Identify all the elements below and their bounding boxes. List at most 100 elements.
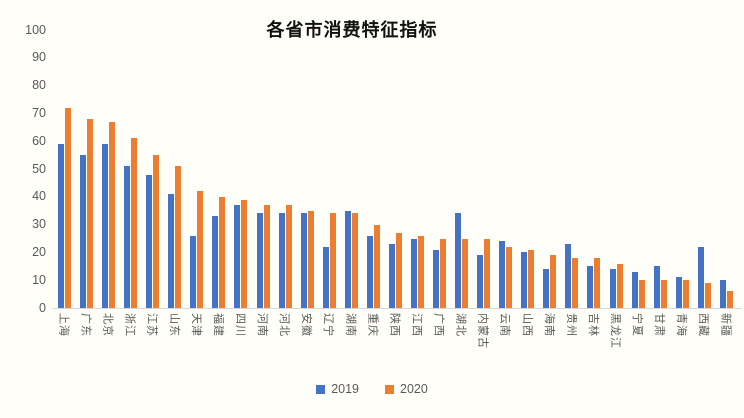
bar-2019: [124, 166, 131, 308]
bar-2019: [190, 235, 197, 308]
bar-2020: [528, 249, 535, 308]
x-axis-category-label: 甘肃: [653, 313, 666, 337]
bar-2020: [726, 291, 733, 308]
bar-2020: [462, 238, 469, 308]
x-axis-category-label: 辽宁: [322, 313, 335, 337]
bar-2019: [587, 266, 594, 308]
legend-swatch-2020: [385, 384, 394, 394]
y-axis-tick-label: 60: [32, 133, 46, 148]
bar-2020: [109, 121, 116, 308]
x-axis-category-label: 安徽: [300, 313, 313, 337]
x-axis-category-label: 山东: [167, 313, 180, 337]
bar-2019: [102, 143, 109, 308]
bar-2020: [440, 238, 447, 308]
bar-2019: [455, 213, 462, 308]
bar-2019: [234, 205, 241, 308]
bar-2019: [433, 249, 440, 308]
x-axis-category-label: 上海: [57, 313, 70, 337]
x-axis-category-label: 福建: [211, 313, 224, 337]
bar-2019: [388, 244, 395, 308]
bar-2019: [477, 255, 484, 308]
bar-2020: [65, 107, 71, 308]
x-axis-category-label: 北京: [101, 313, 114, 337]
x-axis-category-label: 四川: [233, 313, 246, 337]
bar-2019: [344, 210, 351, 308]
bar-2019: [212, 216, 219, 308]
x-axis-category-label: 贵州: [564, 313, 577, 337]
x-axis-category-label: 吉林: [586, 313, 599, 337]
bar-2019: [697, 246, 704, 308]
x-axis-category-label: 海南: [542, 313, 555, 337]
x-axis-category-label: 湖北: [454, 313, 467, 337]
bar-2019: [499, 241, 506, 308]
y-axis-tick-label: 80: [32, 78, 46, 93]
bar-2020: [594, 257, 601, 308]
bar-2019: [80, 155, 87, 308]
bar-2020: [197, 191, 204, 308]
bar-2019: [675, 277, 682, 308]
legend: 2019 2020: [0, 382, 744, 396]
x-axis-category-label: 西藏: [697, 313, 710, 337]
bar-2019: [609, 269, 616, 308]
y-axis-tick-label: 50: [32, 161, 46, 176]
x-axis-category-label: 山西: [520, 313, 533, 337]
x-axis-category-label: 青海: [675, 313, 688, 337]
x-axis-category-label: 广西: [432, 313, 445, 337]
y-axis-tick-label: 30: [32, 217, 46, 232]
bar-2020: [373, 224, 380, 308]
chart-title: 各省市消费特征指标: [266, 20, 438, 40]
bar-2020: [616, 263, 623, 308]
bar-2019: [521, 252, 528, 308]
x-axis-category-label: 江西: [410, 313, 423, 337]
x-axis-category-label: 陕西: [388, 313, 401, 337]
bar-2020: [550, 255, 557, 308]
legend-swatch-2019: [316, 384, 326, 394]
y-axis-tick-label: 10: [32, 272, 46, 287]
x-axis-category-label: 河南: [256, 313, 269, 337]
bar-2020: [219, 196, 226, 308]
x-axis-category-label: 浙江: [123, 313, 136, 337]
bar-2020: [285, 205, 292, 308]
bar-2020: [87, 118, 94, 308]
y-axis-tick-label: 0: [39, 300, 46, 315]
bar-2019: [58, 143, 64, 308]
bar-2019: [410, 238, 417, 308]
bar-2020: [704, 282, 711, 308]
x-axis-category-label: 新疆: [719, 313, 732, 337]
bar-2019: [278, 213, 285, 308]
bar-2020: [329, 213, 336, 308]
legend-label: 2020: [400, 382, 428, 396]
x-axis-category-label: 河北: [278, 313, 291, 337]
bar-2019: [631, 271, 638, 308]
bar-2020: [241, 199, 248, 308]
legend-item-2020: 2020: [385, 382, 428, 396]
bar-2020: [572, 257, 579, 308]
bar-2020: [351, 213, 358, 308]
x-axis-category-label: 广东: [79, 313, 92, 337]
bar-2020: [506, 246, 513, 308]
bar-2019: [653, 266, 660, 308]
legend-label: 2019: [331, 382, 359, 396]
y-axis-tick-label: 90: [32, 50, 46, 65]
bar-2019: [300, 213, 307, 308]
x-axis-category-label: 宁夏: [631, 313, 644, 337]
bar-2020: [307, 210, 314, 308]
legend-item-2019: 2019: [316, 382, 359, 396]
bar-2020: [484, 238, 491, 308]
bar-2020: [153, 155, 160, 308]
y-axis-tick-label: 100: [25, 22, 46, 37]
x-axis-category-label: 湖南: [344, 313, 357, 337]
x-axis-category-label: 内蒙古: [476, 313, 489, 349]
bar-2019: [146, 174, 153, 308]
bar-2020: [131, 138, 138, 308]
bar-2019: [543, 269, 550, 308]
bar-2020: [638, 280, 645, 308]
x-axis-category-label: 黑龙江: [609, 313, 621, 349]
bar-2020: [175, 166, 182, 308]
bar-2019: [168, 194, 175, 308]
bar-2019: [322, 246, 329, 308]
bar-2019: [719, 280, 726, 308]
bar-2020: [417, 235, 424, 308]
x-axis-category-label: 江苏: [145, 313, 158, 337]
